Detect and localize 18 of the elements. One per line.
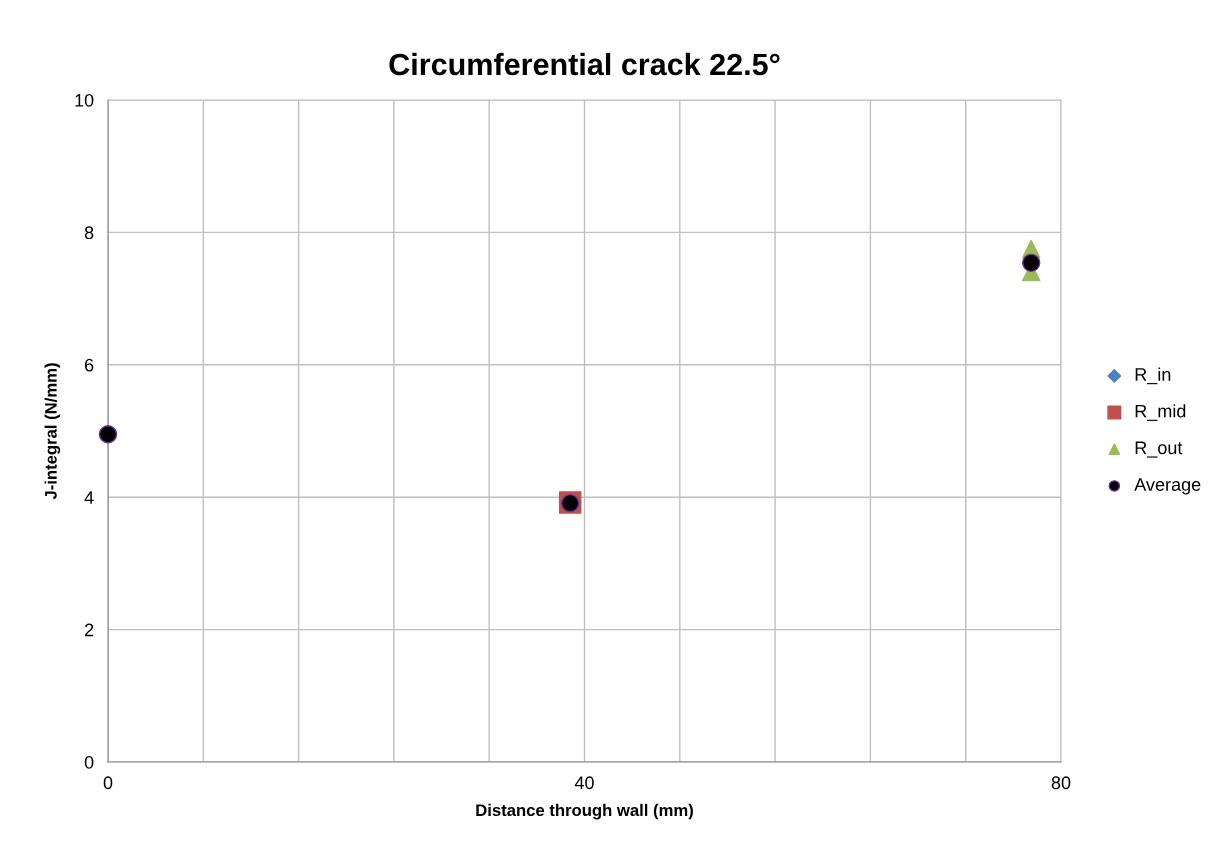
y-tick-label: 0 [84, 755, 94, 769]
x-tick-label: 80 [1051, 776, 1071, 790]
y-axis-title: J-integral (N/mm) [44, 363, 61, 500]
point [1022, 253, 1041, 273]
x-axis-title: Distance through wall (mm) [476, 803, 693, 820]
legend-label: R_in [1135, 367, 1171, 385]
y-tick-label: 4 [84, 491, 94, 504]
chart-title: Circumferential crack 22.5° [389, 52, 780, 76]
y-tick-label: 6 [84, 358, 94, 372]
x-tick-label: 40 [574, 776, 594, 790]
legend-label: R_mid [1135, 404, 1186, 421]
legend-label: Average [1134, 478, 1201, 495]
y-tick-label: 2 [84, 623, 94, 637]
legend-label: R_out [1135, 441, 1183, 458]
y-tick-label: 10 [75, 93, 94, 107]
x-tick-label: 0 [103, 776, 113, 790]
point [98, 425, 118, 444]
y-tick-label: 8 [84, 226, 94, 240]
